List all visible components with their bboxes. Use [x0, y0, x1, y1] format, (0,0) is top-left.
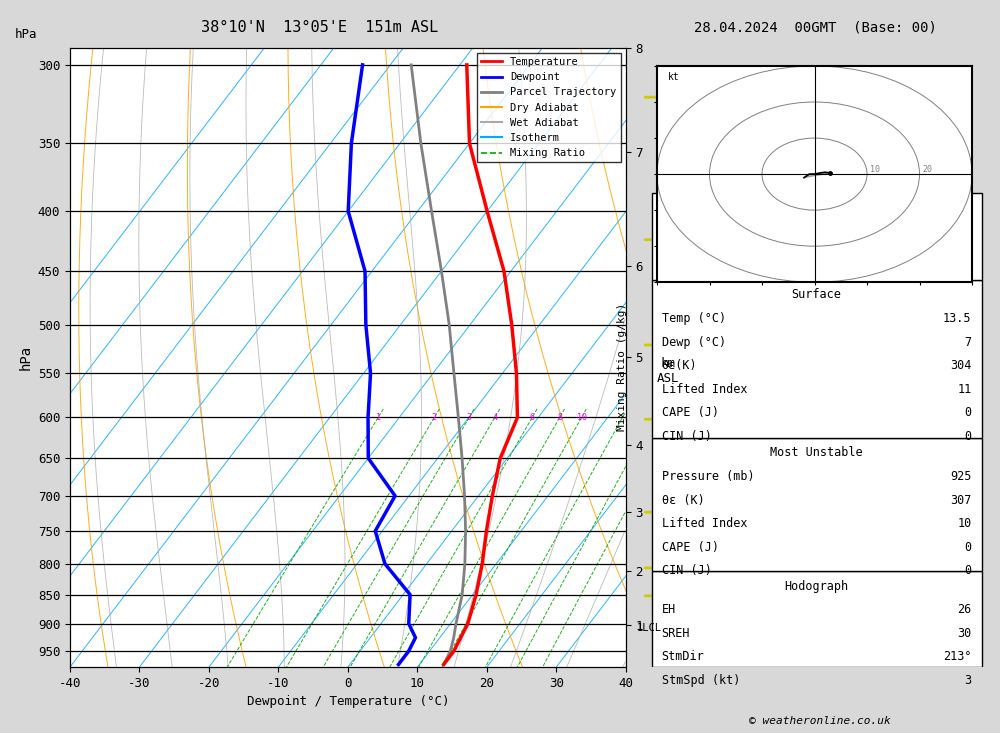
Y-axis label: hPa: hPa [18, 345, 32, 370]
Text: CAPE (J): CAPE (J) [662, 406, 719, 419]
Text: 925: 925 [950, 470, 972, 483]
Text: 8: 8 [557, 413, 562, 421]
Text: 0: 0 [964, 430, 972, 443]
Text: CIN (J): CIN (J) [662, 430, 711, 443]
Text: Mixing Ratio (g/kg): Mixing Ratio (g/kg) [617, 303, 627, 430]
Text: kt: kt [668, 73, 679, 82]
Text: θε (K): θε (K) [662, 493, 704, 507]
Text: Hodograph: Hodograph [785, 580, 849, 592]
Text: 213°: 213° [943, 650, 972, 663]
Text: StmDir: StmDir [662, 650, 704, 663]
Text: 307: 307 [950, 493, 972, 507]
Text: © weatheronline.co.uk: © weatheronline.co.uk [749, 716, 891, 726]
Text: 0: 0 [964, 540, 972, 553]
Text: 7: 7 [964, 336, 972, 349]
Text: PW (cm): PW (cm) [662, 249, 711, 262]
Text: 0: 0 [964, 406, 972, 419]
Text: 1: 1 [376, 413, 381, 421]
Text: 28.04.2024  00GMT  (Base: 00): 28.04.2024 00GMT (Base: 00) [694, 21, 936, 34]
Text: CIN (J): CIN (J) [662, 564, 711, 577]
Text: 3: 3 [467, 413, 472, 421]
Text: 2: 2 [432, 413, 437, 421]
Text: SREH: SREH [662, 627, 690, 640]
Text: CAPE (J): CAPE (J) [662, 540, 719, 553]
Text: 304: 304 [950, 359, 972, 372]
X-axis label: Dewpoint / Temperature (°C): Dewpoint / Temperature (°C) [247, 696, 449, 708]
Text: 4: 4 [492, 413, 497, 421]
Text: 13.5: 13.5 [943, 312, 972, 325]
Text: Surface: Surface [792, 289, 842, 301]
Polygon shape [804, 172, 830, 177]
Text: θε(K): θε(K) [662, 359, 697, 372]
Text: 30: 30 [957, 627, 972, 640]
Text: Lifted Index: Lifted Index [662, 517, 747, 530]
Bar [652, 280, 982, 438]
Bar [652, 571, 982, 667]
Text: Most Unstable: Most Unstable [770, 446, 863, 460]
Y-axis label: km
ASL: km ASL [657, 358, 679, 386]
Text: 3: 3 [964, 674, 972, 687]
Bar [652, 438, 982, 571]
Text: Lifted Index: Lifted Index [662, 383, 747, 396]
Text: Dewp (°C): Dewp (°C) [662, 336, 726, 349]
Text: 10: 10 [957, 517, 972, 530]
Bar [652, 194, 982, 280]
Text: 26: 26 [957, 603, 972, 616]
Text: 11: 11 [957, 383, 972, 396]
Text: 10: 10 [577, 413, 587, 421]
Legend: Temperature, Dewpoint, Parcel Trajectory, Dry Adiabat, Wet Adiabat, Isotherm, Mi: Temperature, Dewpoint, Parcel Trajectory… [477, 53, 621, 163]
Text: EH: EH [662, 603, 676, 616]
Text: 34: 34 [957, 225, 972, 238]
Text: K: K [662, 202, 669, 215]
Text: 38°10'N  13°05'E  151m ASL: 38°10'N 13°05'E 151m ASL [201, 20, 439, 34]
Text: 0: 0 [964, 564, 972, 577]
Text: StmSpd (kt): StmSpd (kt) [662, 674, 740, 687]
Text: Temp (°C): Temp (°C) [662, 312, 726, 325]
Text: 20: 20 [922, 165, 932, 174]
Text: Pressure (mb): Pressure (mb) [662, 470, 754, 483]
Text: 6: 6 [530, 413, 535, 421]
Text: -17: -17 [950, 202, 972, 215]
Text: hPa: hPa [14, 29, 37, 41]
Text: 1LCL: 1LCL [637, 623, 662, 633]
Text: 0.81: 0.81 [943, 249, 972, 262]
Text: Totals Totals: Totals Totals [662, 225, 754, 238]
Text: 10: 10 [870, 165, 880, 174]
